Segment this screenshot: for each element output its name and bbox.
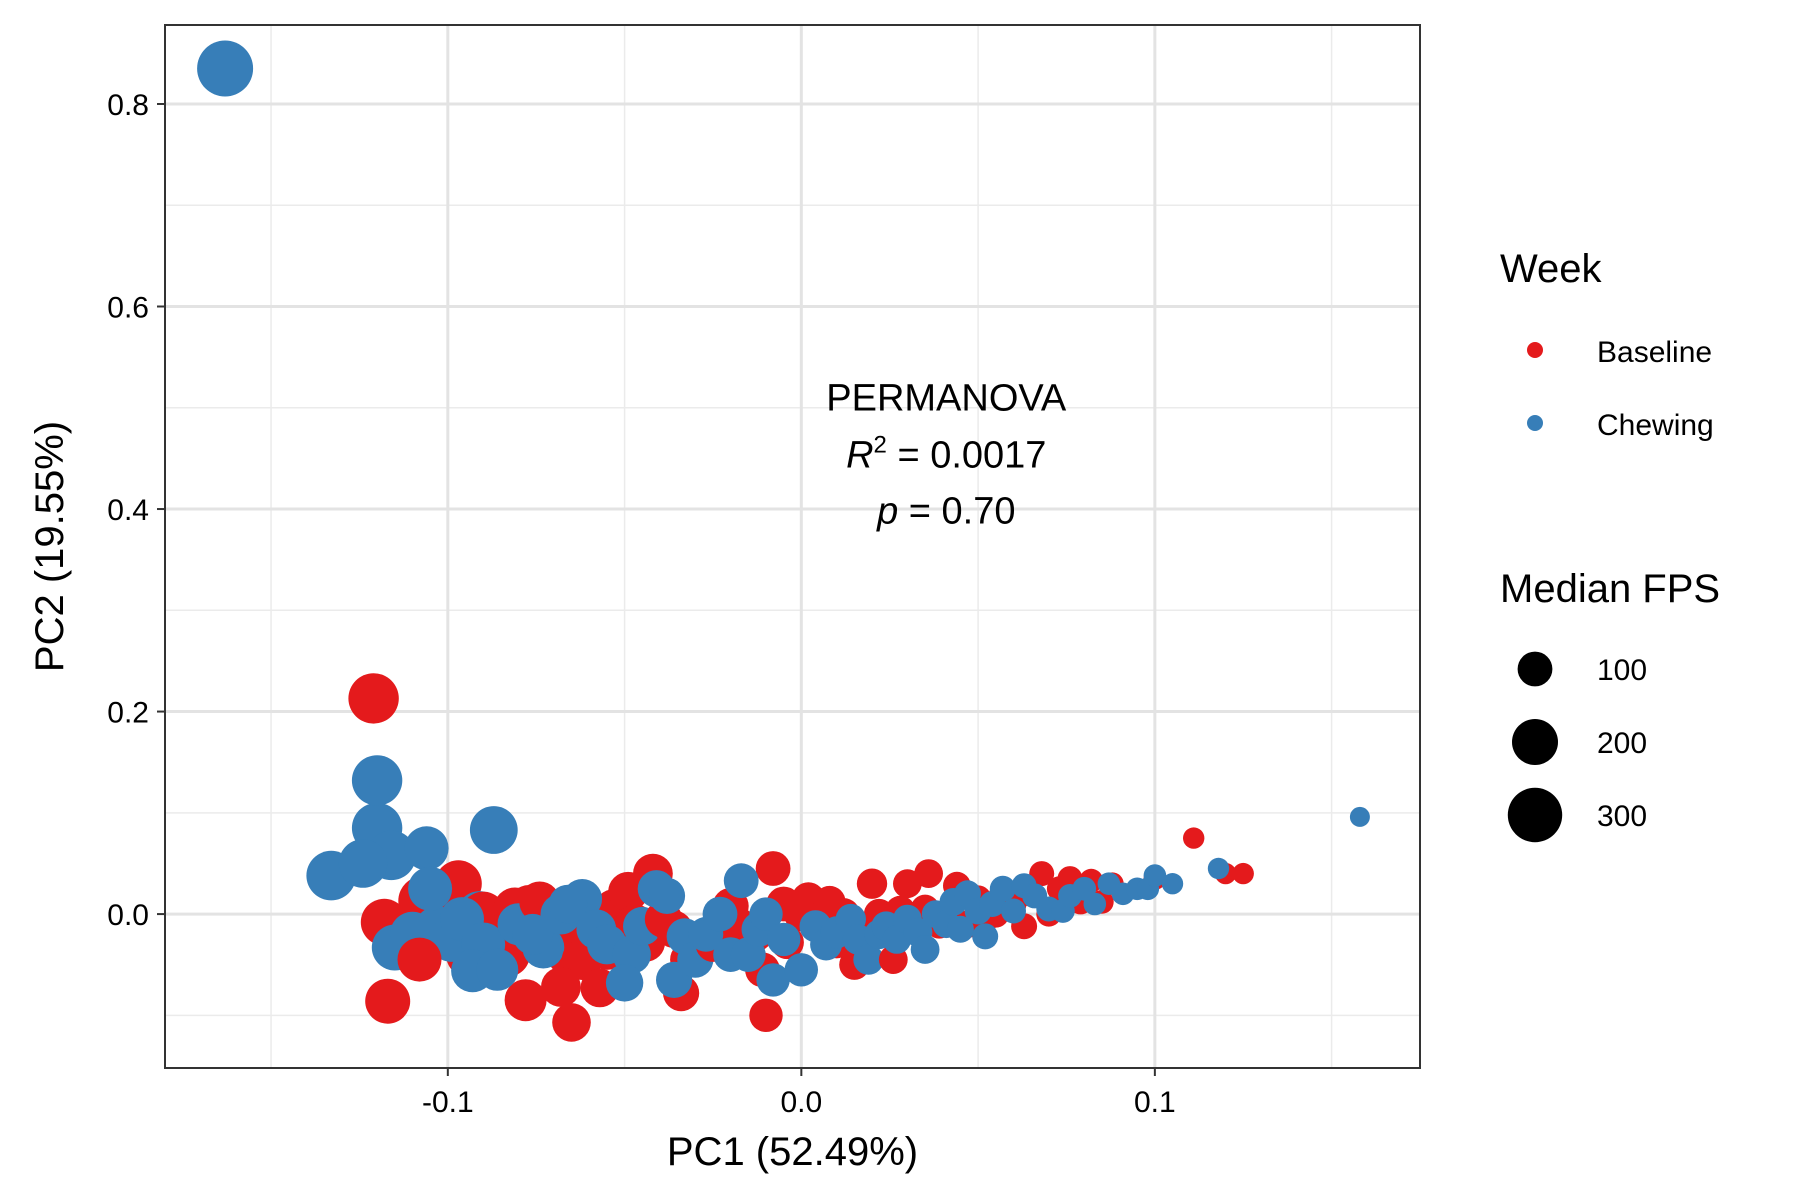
data-point-baseline [1029, 861, 1055, 887]
p-symbol: p [876, 490, 898, 532]
legend: Week Baseline Chewing Median FPS 100 200 3… [1500, 247, 1720, 843]
data-point-baseline [755, 851, 791, 886]
data-point-chewing [648, 877, 686, 915]
data-point-chewing [1349, 806, 1370, 827]
data-point-chewing [723, 863, 759, 899]
x-tick-label: 0.0 [780, 1086, 822, 1119]
data-point-baseline [914, 859, 943, 888]
y-tick-label: 0.6 [107, 292, 149, 325]
data-point-baseline [749, 998, 783, 1032]
data-point-chewing [749, 897, 783, 931]
data-point-chewing [989, 875, 1016, 902]
size-legend-label-200: 200 [1597, 727, 1647, 760]
data-point-chewing [605, 964, 644, 1002]
data-point-chewing [784, 953, 818, 987]
data-point-chewing [1143, 864, 1167, 887]
annotation-line-permanova: PERMANOVA [826, 377, 1067, 419]
y-tick-label: 0.8 [107, 89, 149, 122]
x-tick-label: -0.1 [422, 1086, 474, 1119]
data-point-baseline [1183, 827, 1205, 849]
r2-symbol: R [846, 434, 873, 476]
size-legend-entries: 100 200 300 [1507, 651, 1647, 843]
axis-ticks: -0.1 0.0 0.1 0.0 0.2 0.4 0.6 0.8 [107, 89, 1175, 1119]
legend-label-chewing: Chewing [1597, 409, 1714, 442]
r2-superscript: 2 [874, 431, 887, 458]
y-tick-label: 0.0 [107, 899, 149, 932]
legend-key-chewing [1527, 415, 1543, 431]
x-axis-title: PC1 (52.49%) [667, 1130, 918, 1174]
annotation-line-p: p = 0.70 [876, 490, 1015, 532]
data-point-baseline [1232, 862, 1254, 885]
data-point-chewing [946, 915, 974, 943]
y-axis-title: PC2 (19.55%) [28, 421, 72, 672]
size-legend-key-100 [1517, 651, 1553, 687]
data-point-baseline [348, 673, 399, 724]
permanova-annotation: PERMANOVA R2 = 0.0017 p = 0.70 [826, 377, 1067, 532]
r2-value: = 0.0017 [887, 434, 1047, 476]
size-legend-label-300: 300 [1597, 800, 1647, 833]
data-point-chewing [1207, 857, 1230, 880]
data-point-chewing [1161, 873, 1184, 895]
legend-label-baseline: Baseline [1597, 336, 1712, 369]
data-point-chewing [756, 963, 790, 997]
data-point-chewing [404, 826, 449, 871]
legend-title-median-fps: Median FPS [1500, 567, 1720, 611]
data-point-chewing [469, 806, 518, 854]
data-point-chewing [408, 866, 453, 911]
data-point-chewing [702, 896, 738, 932]
data-point-baseline [856, 868, 888, 899]
data-point-chewing [1001, 898, 1026, 924]
y-tick-label: 0.4 [107, 494, 149, 527]
data-point-baseline [552, 1003, 591, 1042]
data-point-chewing [548, 884, 588, 924]
size-legend-label-100: 100 [1597, 654, 1647, 687]
data-point-chewing [972, 923, 999, 950]
data-point-chewing [351, 755, 403, 806]
x-tick-label: 0.1 [1134, 1086, 1176, 1119]
data-point-chewing [512, 913, 554, 955]
legend-key-baseline [1527, 342, 1543, 358]
data-point-chewing [338, 839, 388, 888]
y-tick-label: 0.2 [107, 697, 149, 730]
size-legend-key-200 [1512, 719, 1558, 765]
data-point-baseline [504, 979, 547, 1022]
data-point-chewing [197, 40, 254, 97]
data-point-chewing [767, 922, 801, 957]
p-value: = 0.70 [898, 490, 1015, 532]
data-point-chewing [476, 948, 519, 991]
data-point-chewing [910, 935, 940, 964]
panel-border [164, 24, 1421, 1069]
size-legend-key-300 [1507, 787, 1563, 843]
legend-title-week: Week [1500, 247, 1603, 291]
annotation-line-r2: R2 = 0.0017 [846, 431, 1046, 476]
data-point-baseline [397, 937, 442, 982]
data-point-chewing [853, 944, 884, 975]
data-point-baseline [541, 967, 581, 1007]
data-points [197, 40, 1370, 1042]
data-point-baseline [365, 978, 411, 1024]
data-point-chewing [1083, 892, 1107, 916]
